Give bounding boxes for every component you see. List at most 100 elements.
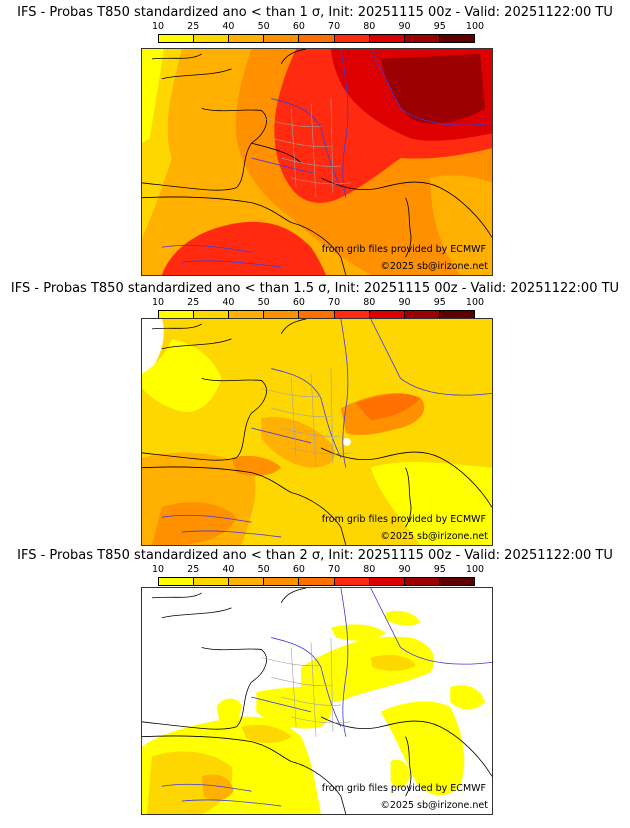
colorbar-tick: 80 (363, 564, 376, 575)
colorbar-tick: 90 (398, 564, 411, 575)
colorbar-segment (159, 35, 195, 42)
colorbar-segment (369, 578, 405, 585)
admin-borders (261, 637, 351, 737)
colorbar-tick: 100 (465, 297, 485, 308)
probability-map-1sigma: from grib files provided by ECMWF ©2025 … (141, 48, 493, 276)
rivers (161, 319, 492, 538)
colorbar-segment (299, 578, 335, 585)
colorbar-segment (334, 311, 370, 318)
admin-borders (261, 368, 351, 468)
field-orange-ridge (355, 393, 421, 421)
colorbar-ticks: 10 25 40 50 60 70 80 90 95 100 (152, 21, 484, 34)
colorbar-tick: 50 (257, 297, 270, 308)
panel-title: IFS - Probas T850 standardized ano < tha… (10, 281, 620, 296)
colorbar-segment (404, 578, 440, 585)
colorbar-segment (229, 311, 265, 318)
colorbar-tick: 90 (398, 297, 411, 308)
colorbar (158, 577, 475, 586)
credit-copyright: ©2025 sb@irizone.net (380, 261, 488, 272)
panel-3: IFS - Probas T850 standardized ano < tha… (0, 548, 630, 823)
colorbar-segment (194, 311, 230, 318)
colorbar-segment (229, 578, 265, 585)
field-red-south (161, 221, 326, 275)
colorbar (158, 34, 475, 43)
probability-map-2sigma: from grib files provided by ECMWF ©2025 … (141, 587, 493, 815)
admin-borders (261, 98, 351, 198)
colorbar-segment (369, 35, 405, 42)
colorbar-tick: 70 (328, 297, 341, 308)
field-maroon (380, 53, 486, 124)
credit-source: from grib files provided by ECMWF (321, 244, 486, 255)
field-yellow-adriatic (450, 685, 486, 710)
field-orange-center (261, 417, 335, 468)
colorbar-tick: 50 (257, 21, 270, 32)
colorbar-tick: 90 (398, 21, 411, 32)
colorbar-tick: 25 (187, 297, 200, 308)
colorbar-tick: 80 (363, 21, 376, 32)
colorbar-tick: 100 (465, 564, 485, 575)
colorbar-segment (334, 578, 370, 585)
colorbar-segment (439, 311, 474, 318)
rivers (161, 49, 492, 268)
colorbar-ticks: 10 25 40 50 60 70 80 90 95 100 (152, 297, 484, 310)
coastlines (142, 49, 492, 275)
colorbar-tick: 40 (222, 564, 235, 575)
colorbar-segment (194, 35, 230, 42)
field-yellow-east (430, 175, 492, 275)
colorbar-tick: 100 (465, 21, 485, 32)
coastlines (142, 588, 492, 814)
field-yellow-ne (385, 610, 421, 626)
colorbar-tick: 50 (257, 564, 270, 575)
field-yellow-north (330, 624, 386, 641)
colorbar-tick: 95 (433, 21, 446, 32)
map-canvas (142, 319, 492, 545)
colorbar-tick: 25 (187, 21, 200, 32)
field-white-spot (342, 437, 351, 446)
panel-1: IFS - Probas T850 standardized ano < tha… (0, 5, 630, 277)
field-yellow-alps (301, 636, 435, 703)
colorbar-segment (334, 35, 370, 42)
colorbar-tick: 10 (151, 21, 165, 32)
colorbar-tick: 10 (151, 564, 165, 575)
colorbar-tick: 80 (363, 297, 376, 308)
map-canvas (142, 49, 492, 275)
credit-copyright: ©2025 sb@irizone.net (380, 800, 488, 811)
colorbar-segment (404, 311, 440, 318)
colorbar-tick: 60 (292, 297, 305, 308)
field-gold-alps (370, 655, 416, 671)
colorbar-tick: 40 (222, 21, 235, 32)
colorbar-ticks: 10 25 40 50 60 70 80 90 95 100 (152, 564, 484, 577)
panel-title: IFS - Probas T850 standardized ano < tha… (17, 548, 613, 563)
field-lowest-west (142, 49, 164, 144)
field-yellow-west (142, 338, 222, 412)
field-orange-pyr (231, 455, 282, 476)
map-canvas (142, 588, 492, 814)
field-yellow-corsica (390, 759, 411, 789)
panel-title: IFS - Probas T850 standardized ano < tha… (17, 5, 613, 20)
colorbar-tick: 70 (328, 21, 341, 32)
credit-source: from grib files provided by ECMWF (321, 783, 486, 794)
colorbar-segment (299, 35, 335, 42)
colorbar-tick: 70 (328, 564, 341, 575)
panel-2: IFS - Probas T850 standardized ano < tha… (0, 281, 630, 546)
field-amber-sw (201, 774, 234, 801)
rivers (161, 588, 492, 807)
colorbar-segment (159, 311, 195, 318)
colorbar-tick: 60 (292, 21, 305, 32)
field-orange-sw2 (151, 502, 237, 545)
colorbar-tick: 40 (222, 297, 235, 308)
colorbar-segment (264, 311, 300, 318)
field-yellow-italy (380, 701, 465, 796)
colorbar-segment (264, 35, 300, 42)
field-gold-pyr (241, 724, 292, 743)
colorbar-tick: 95 (433, 297, 446, 308)
colorbar-segment (229, 35, 265, 42)
colorbar-segment (439, 35, 474, 42)
colorbar-tick: 60 (292, 564, 305, 575)
colorbar-segment (159, 578, 195, 585)
colorbar-segment (194, 578, 230, 585)
coastlines (142, 319, 492, 545)
field-yellow-sw-ocean (216, 698, 242, 726)
colorbar-tick: 95 (433, 564, 446, 575)
colorbar-tick: 25 (187, 564, 200, 575)
